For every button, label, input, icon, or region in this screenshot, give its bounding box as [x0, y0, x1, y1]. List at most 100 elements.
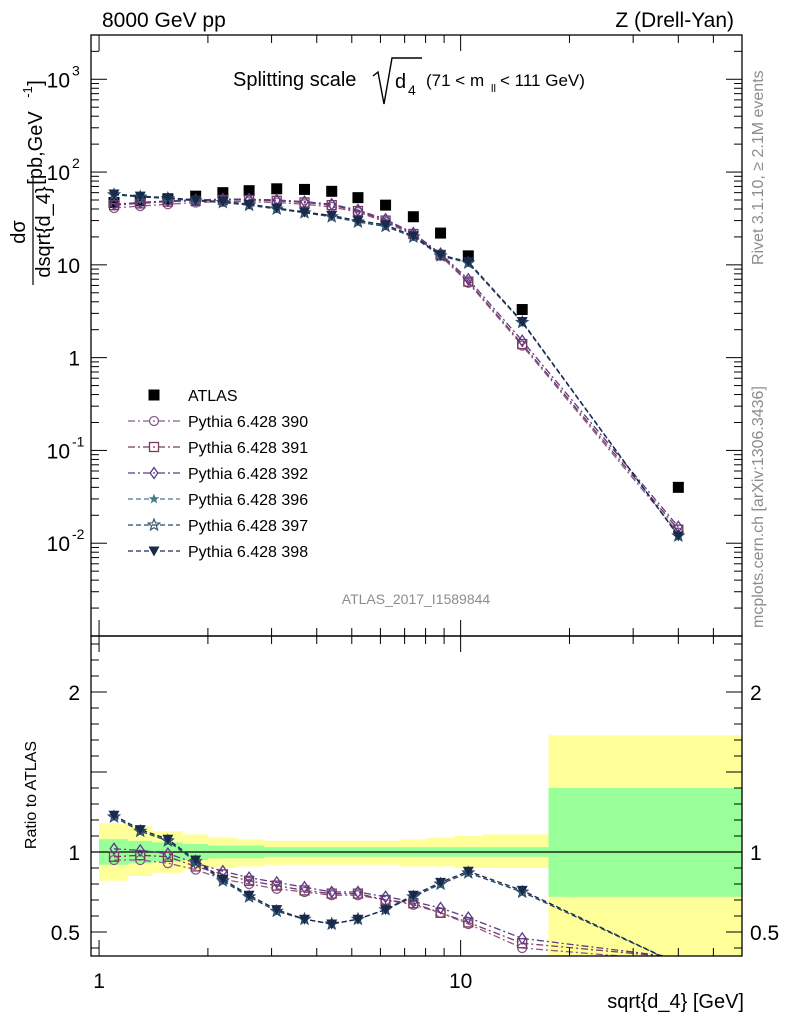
- main-point-atlas-0: [108, 196, 120, 208]
- legend-label-p396: Pythia 6.428 396: [188, 492, 308, 509]
- ratio-point-p398-4: [217, 874, 229, 885]
- main-line-p397: [113, 194, 679, 537]
- header-right: Z (Drell-Yan): [615, 9, 734, 32]
- main-ytick-exp: 3: [72, 62, 80, 78]
- ylabel-unit-end: ]: [25, 80, 47, 86]
- ratio-point-p392-12: [435, 901, 446, 915]
- ratio-point-p392-5: [244, 870, 254, 885]
- ratio-panel-content: [91, 735, 742, 956]
- main-line-p396: [113, 194, 679, 537]
- ratio-point-p392-9: [353, 885, 363, 899]
- main-point-atlas-12: [435, 227, 447, 239]
- legend-marker-p398: [148, 546, 160, 557]
- main-point-p398-15: [672, 531, 684, 542]
- legend-label-atlas: ATLAS: [188, 388, 238, 405]
- ratio-point-p398-2: [162, 834, 174, 845]
- main-ytick-label-3: 10: [57, 255, 80, 278]
- mcplots-label: mcplots.cern.ch [arXiv:1306.3436]: [750, 386, 767, 628]
- ratio-point-p398-7: [299, 914, 311, 925]
- main-ytick-exp: -1: [72, 433, 85, 449]
- main-point-atlas-9: [352, 192, 364, 204]
- ratio-point-p392-0: [109, 842, 119, 856]
- legend-marker-p397: [146, 517, 162, 532]
- ratio-point-p391-0: [108, 851, 120, 862]
- main-point-p398-8: [326, 211, 338, 222]
- ratio-point-p392-6: [272, 875, 282, 890]
- main-point-p398-13: [462, 257, 474, 268]
- ratio-ylabel: Ratio to ATLAS: [23, 741, 40, 849]
- ratio-point-p398-3: [190, 855, 202, 866]
- main-point-atlas-10: [380, 199, 392, 211]
- main-ytick-label-2: 1: [68, 348, 80, 371]
- ratio-xtick-label-0: 1: [93, 970, 105, 993]
- main-ytick-base: 10: [47, 162, 70, 185]
- main-ytick-base: 10: [47, 69, 70, 92]
- ratio-point-p391-7: [299, 885, 310, 896]
- legend-label-p398: Pythia 6.428 398: [188, 544, 308, 561]
- ylabel-den: dsqrt{d_4}: [33, 186, 55, 278]
- main-point-p398-7: [299, 207, 311, 218]
- legend-label-p390: Pythia 6.428 390: [188, 414, 308, 431]
- main-ytick-base: 1: [68, 348, 80, 371]
- main-ytick-base: 10: [57, 255, 80, 278]
- main-point-p398-1: [134, 191, 146, 202]
- main-title: Splitting scale d 4 (71 < m ll < 111 GeV…: [233, 57, 585, 105]
- ratio-point-p398-10: [380, 905, 392, 916]
- band-inner-15: [548, 788, 742, 897]
- legend-marker-atlas: [148, 389, 160, 401]
- main-point-atlas-15: [672, 481, 684, 493]
- header-left: 8000 GeV pp: [102, 9, 226, 32]
- main-point-p392-13: [463, 272, 473, 286]
- main-point-p392-0: [109, 197, 119, 211]
- legend-label-p391: Pythia 6.428 391: [188, 440, 308, 457]
- ratio-point-p391-5: [243, 875, 255, 886]
- main-ytick-base: 10: [47, 440, 70, 463]
- main-point-p398-0: [108, 189, 120, 200]
- legend-marker-p392: [149, 466, 159, 480]
- ratio-point-p392-14: [517, 931, 527, 946]
- ratio-point-p398-8: [326, 919, 338, 930]
- ratio-point-p398-0: [108, 810, 120, 821]
- main-point-p398-10: [380, 220, 392, 231]
- main-point-atlas-7: [299, 183, 311, 195]
- main-point-atlas-11: [407, 211, 419, 223]
- ylabel-unit-sup: -1: [20, 86, 35, 98]
- main-point-p398-9: [352, 216, 364, 227]
- ratio-point-p398-5: [243, 890, 255, 901]
- watermark: ATLAS_2017_I1589844: [342, 591, 491, 607]
- ratio-xlabel: sqrt{d_4} [GeV]: [607, 991, 744, 1013]
- ratio-point-p392-2: [163, 846, 173, 861]
- main-point-p398-5: [243, 199, 255, 210]
- title-range: (71 < m: [426, 71, 484, 90]
- main-ylabel: dσ dsqrt{d_4} [pb,GeV -1 ]: [8, 80, 55, 285]
- legend-marker-p396: [148, 493, 160, 504]
- ratio-xtick-label-1: 10: [449, 970, 472, 993]
- legend-marker-p391: [148, 441, 160, 453]
- ratio-point-p392-1: [135, 843, 145, 858]
- ratio-point-p398-14: [516, 885, 528, 896]
- main-ytick-label-5: 10 3: [47, 62, 80, 92]
- legend-marker-p390: [148, 415, 160, 427]
- main-ytick-base: 10: [47, 533, 70, 556]
- ratio-line-p390: [114, 859, 628, 956]
- main-ytick-label-1: 10 -1: [47, 433, 85, 463]
- main-point-p398-14: [516, 317, 528, 328]
- legend-label-p397: Pythia 6.428 397: [188, 518, 308, 535]
- main-point-atlas-6: [271, 183, 283, 195]
- ratio-ytick-label-left-1: 1: [68, 842, 80, 865]
- main-point-p398-2: [162, 193, 174, 204]
- main-point-p398-6: [271, 203, 283, 214]
- ratio-point-p398-12: [435, 877, 447, 888]
- ratio-point-p398-11: [407, 890, 419, 901]
- ratio-ytick-label-right-1: 1: [750, 842, 762, 865]
- ratio-line-p392: [113, 848, 671, 956]
- main-panel-content: [106, 183, 686, 542]
- main-point-atlas-5: [243, 185, 255, 197]
- ratio-point-p398-1: [134, 825, 146, 836]
- ratio-point-p398-9: [352, 914, 364, 925]
- main-point-p391-14: [517, 338, 528, 350]
- ratio-point-p392-8: [327, 885, 337, 899]
- main-point-p398-4: [217, 197, 229, 208]
- ratio-point-p398-6: [271, 905, 283, 916]
- title-sqrt-sub: 4: [408, 82, 416, 98]
